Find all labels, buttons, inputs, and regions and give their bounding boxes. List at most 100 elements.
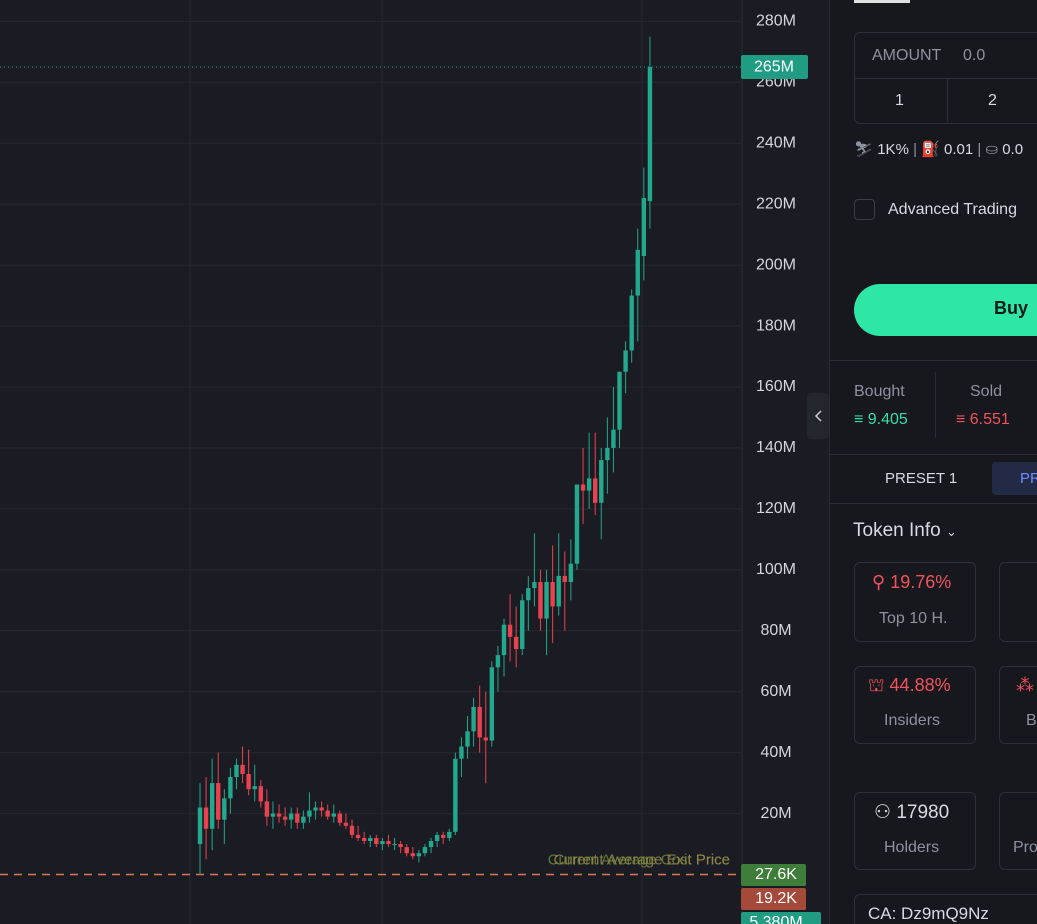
amount-input[interactable]: 0.0 [963,47,986,64]
stat-label: Pro [1013,839,1037,856]
divider [854,78,1037,79]
volume-tag [741,912,821,924]
candle-body [611,429,616,448]
stat-value: ⚇ 17980 [874,802,950,823]
candle-body [404,847,409,854]
candle-body [374,837,379,845]
candle-body [258,786,263,802]
candle-body [489,667,495,741]
candle-body [209,783,215,829]
candle-body [416,853,422,857]
candle-body [355,834,361,838]
candle-body [295,813,300,823]
candle-body [513,636,519,650]
bribe: 0.0 [1002,141,1024,158]
last-price-tag [741,55,808,80]
candle-body [568,563,574,583]
candle-body [605,447,610,461]
stat-number: 44.88% [889,675,951,695]
grid [0,0,742,924]
settings-row: ⛷ 1K% | ⛽ 0.01 | ⛀ 0.0 [854,140,1023,158]
candle-body [234,764,239,778]
candle-body [203,807,209,829]
candle-body [453,758,458,832]
candle-body [368,837,373,842]
candle-body [647,67,653,202]
chart-bg [0,0,829,924]
y-tick-label: 40M [760,744,791,761]
stat-card [999,666,1037,744]
token-info-title: Token Info [853,520,941,541]
candle-body [398,844,403,848]
candle-body [392,844,397,846]
candle-body [532,582,537,589]
stat-card [999,792,1037,870]
checkbox[interactable] [854,199,875,220]
candle-body [386,841,391,845]
fee-icon: ⛽ [921,141,940,158]
volume-label: 5.380M [749,914,802,924]
preset-amount[interactable]: 2 [988,92,997,109]
candle-body [641,198,647,256]
sold-number: 6.551 [969,411,1010,428]
slippage: 1K% [877,141,909,158]
y-tick-label: 120M [756,500,796,517]
y-tick-label: 60M [760,683,791,700]
ca-box[interactable] [854,894,1037,924]
candle-body [550,582,555,607]
candle-body [331,813,336,817]
buy-text: Buy [994,298,1029,318]
contract-address[interactable]: CA: Dz9mQ9Nz [868,904,989,923]
y-tick-label: 180M [756,317,796,334]
buy-button[interactable] [854,284,1037,336]
candle-body [477,706,482,738]
trade-panel: AMOUNT 0.0 1 2 ⛷ 1K% | ⛽ 0.01 | ⛀ 0.0 Ad… [829,0,1037,924]
preset-tab[interactable]: PRESET 1 [885,470,958,487]
advanced-trading[interactable]: Advanced Trading [888,201,1017,218]
preset-amount[interactable]: 1 [895,92,904,109]
candle-body [501,624,507,656]
divider [947,78,948,122]
preset-tab-active[interactable] [992,462,1037,495]
marks [0,36,742,876]
average-price-label: Current Average Exit Price [554,851,730,868]
candle-body [319,807,324,811]
candle-body [574,484,580,564]
bought-value: ≡ 9.405 [854,411,908,428]
sep: | [913,141,917,158]
candle-body [410,853,415,857]
stat-number: 17980 [896,802,950,823]
candle-body [289,813,294,820]
candle-body [459,746,464,759]
bribe-icon: ⛀ [985,141,999,158]
candle-body [593,478,598,503]
token-info[interactable]: Token Info ⌄ [853,520,957,542]
stat-card [854,666,976,744]
candle-body [270,813,276,817]
stat-label: B [1026,712,1037,729]
y-tick-label: 220M [756,195,796,212]
y-tick-label: 100M [756,561,796,578]
candle-body [544,582,549,619]
candle-body [434,834,440,842]
candle-body [325,810,330,817]
candle-body [586,478,592,491]
priority-fee: 0.01 [944,141,974,158]
y-tick-label: 160M [756,378,796,395]
sep: | [977,141,982,158]
candle-body [197,807,203,845]
preset-tab[interactable]: PR [1020,470,1037,487]
candle-body [520,600,525,650]
stat-value: ⛫ 44.88% [868,675,951,695]
candle-body [465,731,470,747]
bought-label: Bought [854,383,905,400]
labels: 20M 40M 60M 80M 100M 120M 140M 160M 180M 200M 220M… [548,13,821,924]
candle-body [556,575,561,607]
bought-number: 9.405 [867,411,908,428]
volume-tag [741,888,806,910]
y-tick-label: 200M [756,256,796,273]
y-tick-label: 80M [760,622,791,639]
slippage-icon: ⛷ [854,141,874,158]
collapse-button[interactable] [807,393,829,439]
y-tick-label: 280M [756,13,796,30]
